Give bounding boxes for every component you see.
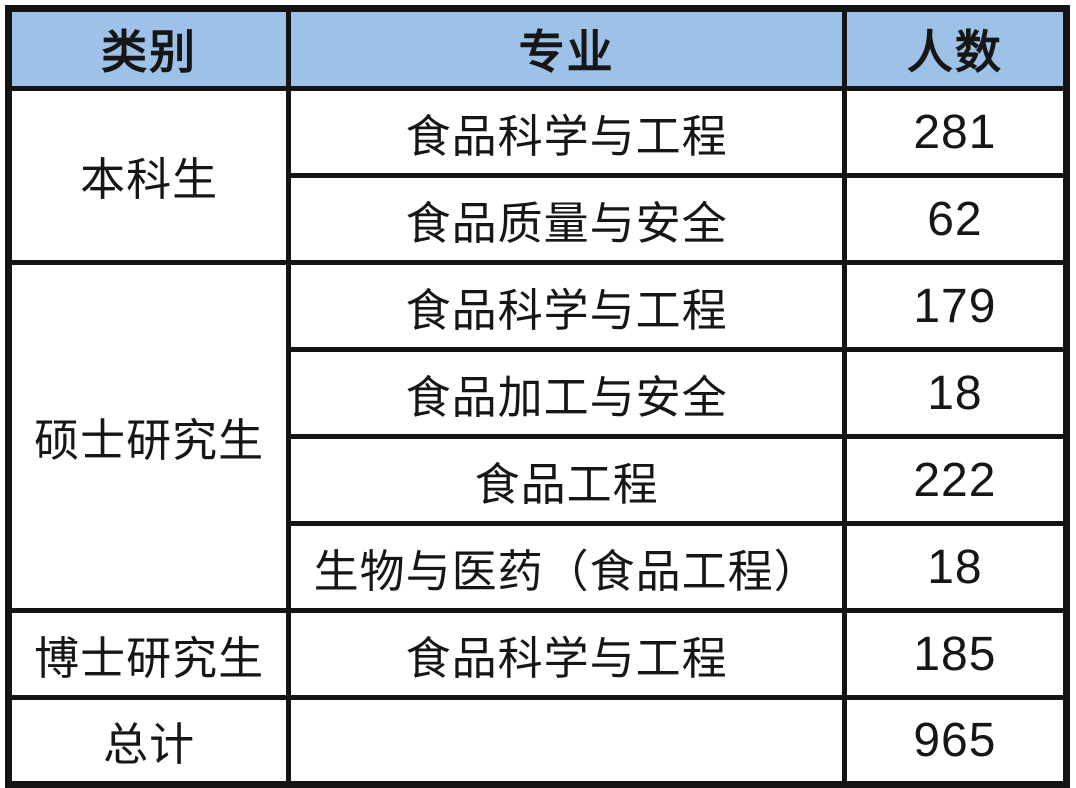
count-cell: 18 — [841, 347, 1070, 439]
major-cell: 食品质量与安全 — [286, 173, 847, 265]
header-cell-category: 类别 — [5, 6, 292, 91]
major-cell: 食品加工与安全 — [286, 347, 847, 439]
table-row: 总计 965 — [5, 695, 1070, 787]
table-row: 硕士研究生 食品科学与工程 179 — [5, 260, 1070, 613]
table-row: 博士研究生 食品科学与工程 185 — [5, 608, 1070, 700]
count-cell-total: 965 — [841, 695, 1070, 787]
count-cell: 18 — [841, 521, 1070, 613]
category-cell-total: 总计 — [5, 695, 292, 787]
table-row: 生物与医药（食品工程） 18 — [9, 521, 1070, 613]
category-cell-undergraduate: 本科生 — [5, 86, 292, 265]
enrollment-table: 类别 专业 人数 本科生 食品科学与工程 281 食品质量与安全 62 硕士研究… — [5, 5, 1070, 788]
header-cell-major: 专业 — [286, 6, 847, 91]
count-cell: 185 — [841, 608, 1070, 700]
table-row: 食品质量与安全 62 — [9, 173, 1070, 265]
header-cell-count: 人数 — [841, 6, 1070, 91]
table-row: 食品工程 222 — [9, 434, 1070, 526]
major-cell-empty — [286, 695, 847, 787]
major-cell: 食品科学与工程 — [286, 260, 847, 352]
count-cell: 62 — [841, 173, 1070, 265]
count-cell: 222 — [841, 434, 1070, 526]
header-row: 类别 专业 人数 — [5, 6, 1070, 91]
table-row: 本科生 食品科学与工程 281 — [5, 86, 1070, 265]
table-row: 食品加工与安全 18 — [9, 347, 1070, 439]
major-cell: 生物与医药（食品工程） — [286, 521, 847, 613]
count-cell: 281 — [841, 86, 1070, 178]
category-cell-masters: 硕士研究生 — [5, 260, 292, 613]
category-cell-doctoral: 博士研究生 — [5, 608, 292, 700]
count-cell: 179 — [841, 260, 1070, 352]
major-cell: 食品工程 — [286, 434, 847, 526]
major-cell: 食品科学与工程 — [286, 86, 847, 178]
major-cell: 食品科学与工程 — [286, 608, 847, 700]
table-container: 类别 专业 人数 本科生 食品科学与工程 281 食品质量与安全 62 硕士研究… — [5, 5, 1070, 788]
